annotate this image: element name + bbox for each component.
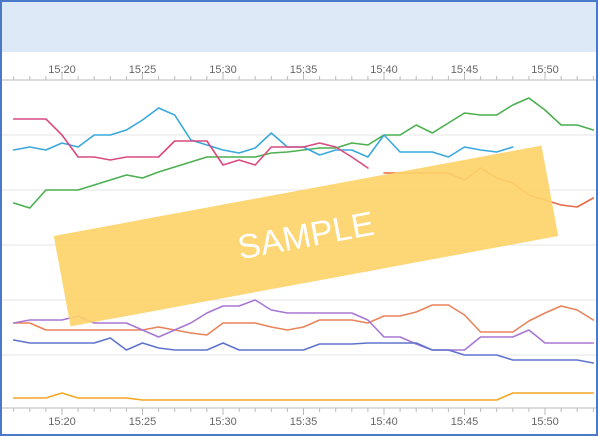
series-line-8 — [12, 392, 595, 401]
sample-watermark: SAMPLE — [53, 145, 559, 327]
bottom-tick-label: 15:25 — [129, 416, 157, 428]
series-line-5 — [12, 304, 595, 336]
bottom-tick-label: 15:30 — [209, 416, 237, 428]
top-axis: 15:20 15:25 15:30 15:35 15:40 15:45 15:50 — [2, 64, 596, 81]
top-tick-label: 15:20 — [48, 64, 76, 76]
watermark-band — [53, 145, 559, 327]
header-band — [2, 2, 596, 52]
series-line-2 — [12, 107, 514, 158]
bottom-axis: 15:20 15:25 15:30 15:35 15:40 15:45 15:50 — [2, 407, 596, 428]
bottom-tick-label: 15:40 — [370, 416, 398, 428]
top-tick-label: 15:30 — [209, 64, 237, 76]
series-line-1 — [12, 97, 595, 209]
bottom-tick-label: 15:35 — [290, 416, 318, 428]
series-line-3 — [12, 118, 369, 169]
series-line-7 — [12, 337, 595, 364]
top-tick-label: 15:40 — [370, 64, 398, 76]
top-tick-label: 15:50 — [531, 64, 559, 76]
bottom-tick-label: 15:20 — [48, 416, 76, 428]
bottom-tick-label: 15:50 — [531, 416, 559, 428]
series-line-6 — [12, 299, 595, 351]
bottom-tick-label: 15:45 — [451, 416, 479, 428]
top-tick-label: 15:45 — [451, 64, 479, 76]
top-tick-label: 15:25 — [129, 64, 157, 76]
top-tick-label: 15:35 — [290, 64, 318, 76]
